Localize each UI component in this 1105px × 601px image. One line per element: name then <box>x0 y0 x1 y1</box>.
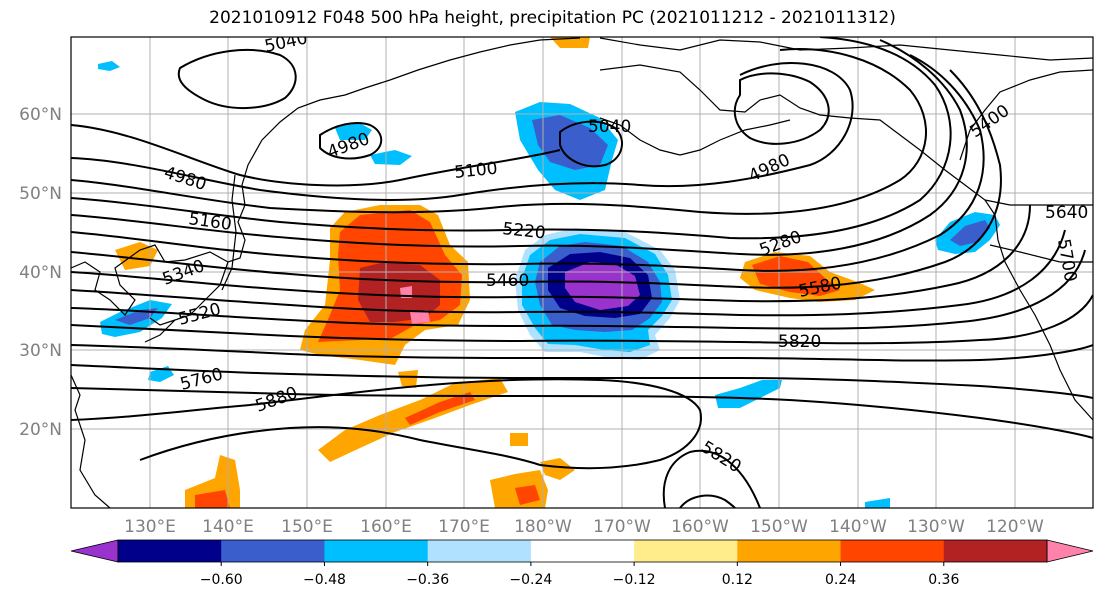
positive-precip-strong <box>358 262 440 322</box>
colorbar-segment <box>118 540 222 562</box>
lon-label: 140°W <box>829 517 887 537</box>
colorbar <box>70 539 1094 563</box>
negative-precip-blob <box>370 150 412 165</box>
negative-precip-blob <box>715 380 782 408</box>
lon-label: 120°W <box>986 517 1044 537</box>
positive-precip-blob <box>398 370 418 388</box>
longitude-labels: 130°E 140°E 150°E 160°E 170°E 180°W 170°… <box>124 517 1044 537</box>
colorbar-tick-label: −0.60 <box>200 572 243 588</box>
contour-label: 5820 <box>778 332 821 352</box>
positive-precip-blob <box>510 433 528 446</box>
lon-label: 160°W <box>671 517 729 537</box>
lon-label: 130°E <box>124 517 176 537</box>
positive-precip-max <box>410 310 430 324</box>
lon-label: 180°W <box>514 517 572 537</box>
map-frame <box>70 36 1094 509</box>
positive-precip-band-core <box>405 392 475 425</box>
positive-precip-blob <box>515 485 540 505</box>
colorbar-tick-label: −0.12 <box>613 572 656 588</box>
positive-precip-blob <box>115 242 158 270</box>
coastlines <box>71 37 1093 508</box>
contour-label: 5100 <box>453 159 498 183</box>
colorbar-segment <box>530 540 635 562</box>
lon-label: 140°E <box>202 517 254 537</box>
colorbar-tick-label: −0.24 <box>509 572 552 588</box>
negative-precip-blob <box>98 61 120 71</box>
positive-precip-blob <box>195 490 230 508</box>
contour-label: 5220 <box>501 219 546 243</box>
lon-label: 130°W <box>907 517 965 537</box>
contour-label: 5640 <box>1045 203 1088 223</box>
map-area: 5040 4980 4980 5040 4980 5100 5160 5220 … <box>71 37 1093 508</box>
lon-label: 170°E <box>438 517 490 537</box>
colorbar-segment <box>324 540 429 562</box>
colorbar-tick-label: 0.12 <box>722 572 753 588</box>
colorbar-tick-label: 0.36 <box>928 572 959 588</box>
colorbar-segment <box>634 540 738 562</box>
colorbar-border <box>117 539 1048 563</box>
lat-label: 60°N <box>19 105 62 125</box>
lon-label: 160°E <box>360 517 412 537</box>
lat-label: 20°N <box>19 420 62 440</box>
colorbar-segment <box>427 540 532 562</box>
colorbar-segment <box>737 540 842 562</box>
colorbar-tick-label: −0.48 <box>303 572 346 588</box>
height-contours <box>71 37 1093 508</box>
negative-precip-blob <box>335 122 372 140</box>
colorbar-extend-left <box>70 539 119 563</box>
colorbar-segment <box>221 540 325 562</box>
colorbar-segment <box>840 540 945 562</box>
lat-label: 50°N <box>19 184 62 204</box>
lon-label: 170°W <box>593 517 651 537</box>
contour-label: 5040 <box>588 117 631 137</box>
colorbar-segment <box>943 540 1048 562</box>
lon-label: 150°E <box>281 517 333 537</box>
positive-precip-blob <box>540 458 575 480</box>
map-title: 2021010912 F048 500 hPa height, precipit… <box>209 8 896 28</box>
positive-precip-blob <box>550 37 590 48</box>
colorbar-tick-label: 0.24 <box>825 572 856 588</box>
lat-label: 30°N <box>19 341 62 361</box>
lon-label: 150°W <box>750 517 808 537</box>
colorbar-tick-label: −0.36 <box>406 572 449 588</box>
latitude-labels: 60°N 50°N 40°N 30°N 20°N <box>19 105 62 440</box>
negative-precip-blob <box>865 498 890 508</box>
contour-label: 5460 <box>486 271 529 291</box>
colorbar-ticks: −0.60 −0.48 −0.36 −0.24 −0.12 0.12 0.24 0.36 <box>200 562 959 588</box>
colorbar-extend-right <box>1046 539 1094 563</box>
negative-precip-core <box>532 115 608 170</box>
lat-label: 40°N <box>19 263 62 283</box>
